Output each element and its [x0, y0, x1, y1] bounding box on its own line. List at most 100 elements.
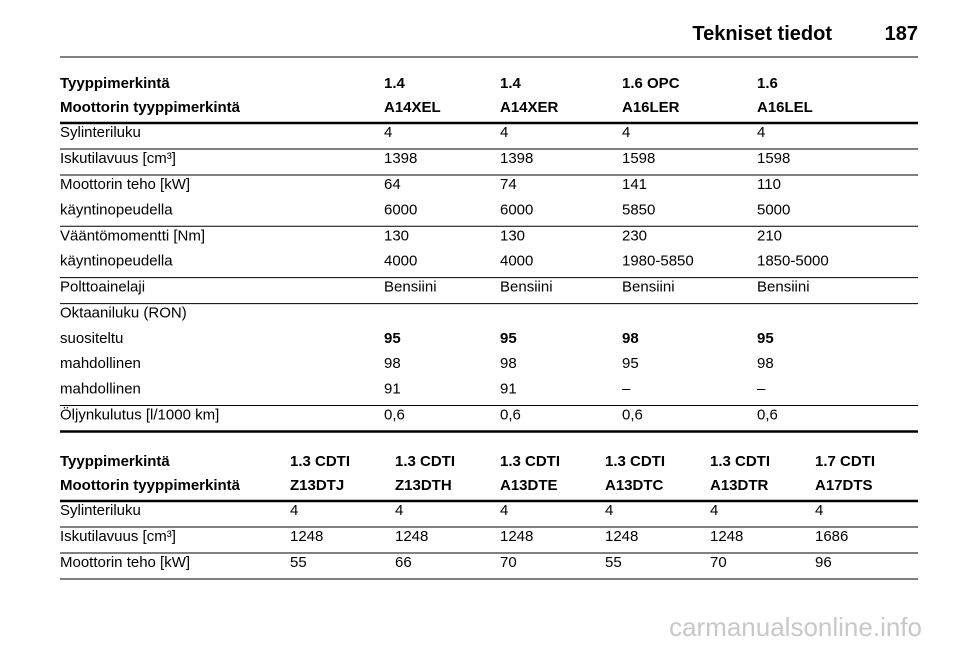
cell: 1686 — [815, 528, 848, 545]
cell: 4 — [500, 124, 508, 141]
row-label: Moottorin teho [kW] — [60, 176, 190, 193]
cell: 95 — [384, 330, 401, 347]
row-label: Sylinteriluku — [60, 502, 141, 519]
cell: 1248 — [605, 528, 638, 545]
cell: 95 — [757, 330, 774, 347]
cell: 98 — [384, 355, 401, 372]
cell: 5000 — [757, 201, 790, 218]
cell: 55 — [290, 554, 307, 571]
cell: 210 — [757, 227, 782, 244]
table-header-cell: 1.4 — [500, 75, 522, 92]
row-label: Vääntömomentti [Nm] — [60, 227, 205, 244]
section-title: Tekniset tiedot — [692, 23, 832, 45]
cell: 4 — [757, 124, 765, 141]
cell: 0,6 — [757, 407, 778, 424]
cell: 70 — [500, 554, 517, 571]
cell: 4 — [815, 502, 823, 519]
cell: 1398 — [500, 150, 533, 167]
cell: 98 — [500, 355, 517, 372]
cell: 4000 — [384, 253, 417, 270]
cell: 55 — [605, 554, 622, 571]
cell: 98 — [622, 330, 639, 347]
row-label: mahdollinen — [60, 355, 141, 372]
cell: 4 — [605, 502, 613, 519]
cell: 70 — [710, 554, 727, 571]
cell: 1980-5850 — [622, 253, 694, 270]
table-header-cell: 1.4 — [384, 75, 406, 92]
cell: 230 — [622, 227, 647, 244]
table-header-cell: Moottorin tyyppimerkintä — [60, 477, 241, 494]
table-header-cell: 1.3 CDTI — [605, 453, 665, 470]
table-header-cell: A13DTE — [500, 477, 558, 494]
cell: 4 — [500, 502, 508, 519]
row-label: käyntinopeudella — [60, 201, 173, 218]
cell: 1398 — [384, 150, 417, 167]
row-label: Sylinteriluku — [60, 124, 141, 141]
cell: 1248 — [395, 528, 428, 545]
row-label: Öljynkulutus [l/1000 km] — [60, 406, 219, 424]
row-label: käyntinopeudella — [60, 253, 173, 270]
cell: 74 — [500, 176, 517, 193]
cell: Bensiini — [500, 279, 553, 296]
cell: 95 — [500, 330, 517, 347]
cell: – — [757, 381, 766, 398]
cell: 110 — [757, 176, 781, 193]
cell: 6000 — [384, 201, 417, 218]
table-header-cell: A16LEL — [757, 99, 813, 116]
cell: 130 — [500, 227, 525, 244]
row-label: Polttoainelaji — [60, 279, 145, 296]
table-header-cell: A17DTS — [815, 477, 873, 494]
cell: 95 — [622, 355, 639, 372]
cell: 1598 — [622, 150, 655, 167]
table-header-cell: A16LER — [622, 99, 680, 116]
cell: Bensiini — [622, 279, 675, 296]
table-header-cell: Z13DTH — [395, 477, 452, 494]
cell: – — [622, 381, 631, 398]
watermark: carmanualsonline.info — [669, 612, 922, 642]
table-header-cell: Moottorin tyyppimerkintä — [60, 99, 241, 116]
table-header-cell: A13DTC — [605, 477, 664, 494]
cell: Bensiini — [757, 279, 810, 296]
cell: 4 — [622, 124, 630, 141]
table-header-cell: 1.3 CDTI — [290, 453, 350, 470]
cell: 4 — [395, 502, 403, 519]
cell: 1248 — [290, 528, 323, 545]
cell: 0,6 — [500, 407, 521, 424]
cell: 1598 — [757, 150, 790, 167]
table-header-cell: 1.3 CDTI — [500, 453, 560, 470]
table-header-cell: 1.3 CDTI — [395, 453, 455, 470]
table-header-cell: A13DTR — [710, 477, 769, 494]
table-header-cell: 1.3 CDTI — [710, 453, 770, 470]
cell: 1850-5000 — [757, 253, 829, 270]
cell: 64 — [384, 176, 401, 193]
table-header-cell: Tyyppimerkintä — [60, 453, 170, 470]
cell: Bensiini — [384, 279, 437, 296]
row-label: Iskutilavuus [cm³] — [60, 150, 176, 167]
cell: 141 — [622, 176, 647, 193]
cell: 0,6 — [622, 407, 643, 424]
table-header-cell: A14XEL — [384, 99, 441, 116]
cell: 4 — [290, 502, 298, 519]
row-label: mahdollinen — [60, 381, 141, 398]
cell: 5850 — [622, 201, 655, 218]
cell: 130 — [384, 227, 409, 244]
cell: 91 — [384, 381, 401, 398]
row-label: Moottorin teho [kW] — [60, 554, 190, 571]
cell: 6000 — [500, 201, 533, 218]
row-label: Iskutilavuus [cm³] — [60, 528, 176, 545]
page-number: 187 — [885, 23, 918, 45]
table-header-cell: Z13DTJ — [290, 477, 344, 494]
cell: 66 — [395, 554, 412, 571]
cell: 98 — [757, 355, 774, 372]
table-header-cell: A14XER — [500, 99, 559, 116]
cell: 4 — [384, 124, 392, 141]
cell: 91 — [500, 381, 517, 398]
table-header-cell: 1.6 — [757, 75, 778, 92]
cell: 1248 — [710, 528, 743, 545]
row-label: Oktaaniluku (RON) — [60, 305, 187, 322]
table-header-cell: 1.7 CDTI — [815, 453, 875, 470]
table-header-cell: 1.6 OPC — [622, 75, 680, 92]
table-header-cell: Tyyppimerkintä — [60, 75, 170, 92]
cell: 1248 — [500, 528, 533, 545]
